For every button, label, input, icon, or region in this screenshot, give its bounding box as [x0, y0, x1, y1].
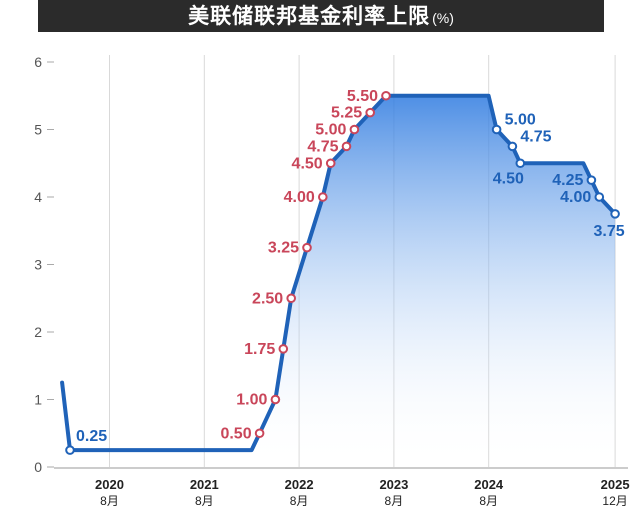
data-point-label: 5.25 — [331, 105, 362, 122]
data-point-label: 4.75 — [520, 128, 551, 145]
data-point-marker — [254, 428, 265, 439]
data-point-label: 4.50 — [493, 170, 524, 187]
data-point-label: 0.25 — [76, 428, 107, 445]
data-point-label: 2.50 — [252, 290, 283, 307]
data-point-marker — [341, 141, 352, 152]
y-tick-label: 0 — [34, 459, 42, 475]
x-tick-year: 2022 — [285, 477, 314, 492]
y-tick-label: 1 — [34, 392, 42, 408]
data-point-marker — [507, 141, 518, 152]
data-point-marker — [365, 107, 376, 118]
data-point-label: 4.00 — [560, 189, 591, 206]
data-point-marker — [65, 445, 75, 455]
data-point-label: 3.75 — [594, 223, 625, 240]
x-tick-year: 2023 — [379, 477, 408, 492]
rate-line — [60, 93, 618, 453]
data-point-marker — [381, 90, 391, 101]
x-tick-year: 2020 — [95, 477, 124, 492]
chart-title: 美联储联邦基金利率上限 — [188, 5, 431, 28]
rate-area-fill — [62, 95, 616, 468]
data-point-marker — [286, 293, 297, 304]
y-tick-label: 3 — [34, 257, 42, 273]
data-point-label: 5.50 — [347, 88, 378, 105]
data-point-label: 4.50 — [292, 155, 323, 172]
data-point-label: 3.25 — [268, 240, 299, 257]
y-tick-label: 5 — [34, 122, 42, 138]
data-point-label: 1.00 — [236, 392, 267, 409]
data-point-marker — [491, 124, 502, 135]
x-tick-month: 8月 — [195, 494, 214, 508]
data-point-marker — [349, 124, 360, 135]
data-point-label: 5.00 — [505, 112, 536, 129]
x-tick-month: 8月 — [479, 494, 498, 508]
data-point-marker — [318, 192, 328, 202]
x-tick-month: 8月 — [100, 494, 119, 508]
data-point-marker — [325, 158, 336, 169]
data-point-marker — [278, 344, 289, 354]
chart-unit: (%) — [432, 10, 454, 26]
data-point-marker — [302, 242, 312, 253]
data-point-marker — [610, 209, 620, 219]
x-tick-month: 12月 — [602, 494, 627, 508]
x-tick-year: 2021 — [190, 477, 219, 492]
data-point-marker — [515, 158, 526, 169]
x-tick-month: 8月 — [290, 494, 309, 508]
data-point-label: 1.75 — [244, 341, 275, 358]
y-tick-label: 2 — [34, 324, 42, 340]
y-tick-label: 6 — [34, 54, 42, 70]
data-point-label: 4.75 — [307, 138, 338, 155]
x-tick-year: 2025 — [601, 477, 630, 492]
data-point-marker — [586, 175, 597, 185]
data-point-label: 5.00 — [315, 122, 346, 139]
data-point-label: 4.25 — [552, 172, 583, 189]
x-tick-year: 2024 — [474, 477, 504, 492]
data-point-label: 0.50 — [220, 425, 251, 442]
data-point-marker — [594, 192, 605, 202]
x-tick-month: 8月 — [385, 494, 404, 508]
chart-title-bar: 美联储联邦基金利率上限 (%) — [38, 0, 604, 32]
data-point-marker — [270, 394, 281, 405]
y-tick-label: 4 — [34, 189, 42, 205]
data-point-label: 4.00 — [284, 189, 315, 206]
